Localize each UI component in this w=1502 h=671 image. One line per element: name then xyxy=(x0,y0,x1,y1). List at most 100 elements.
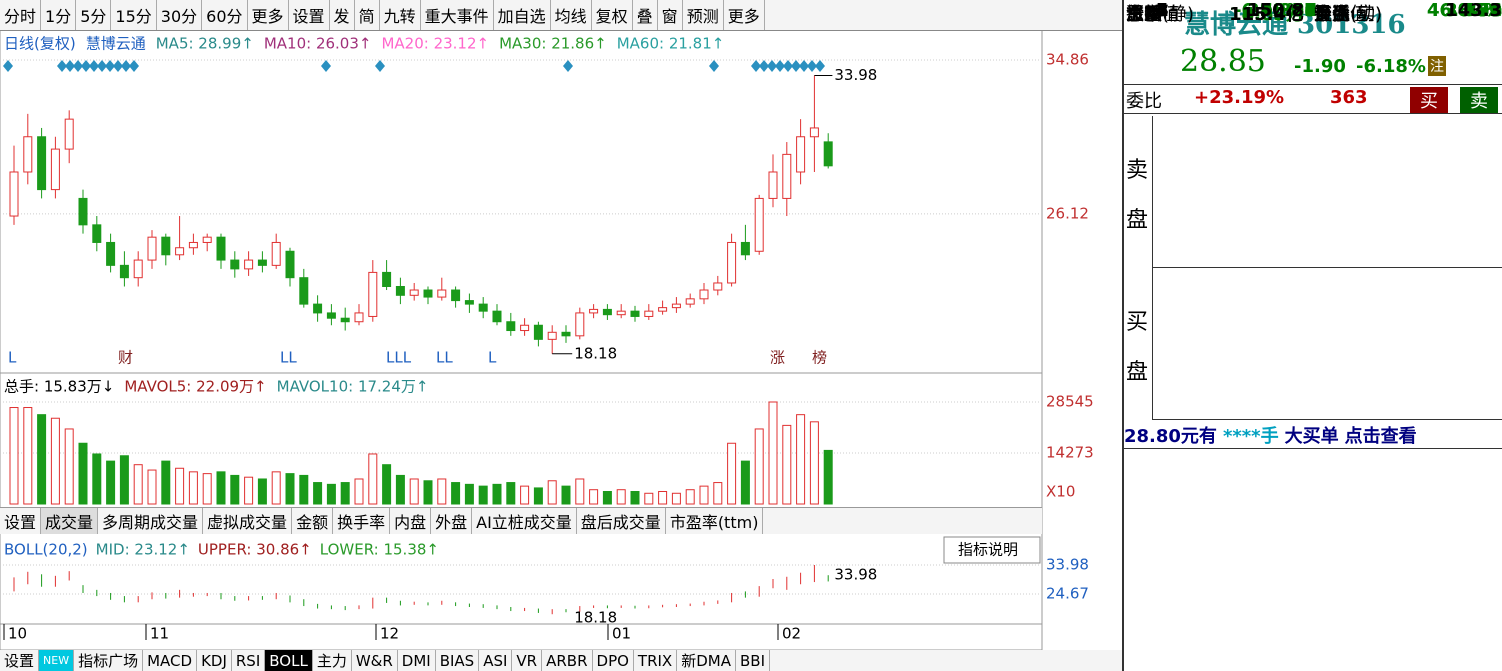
toolbar-button[interactable]: 简 xyxy=(355,0,380,30)
volume-tab[interactable]: 盘后成交量 xyxy=(577,508,666,534)
volume-tab[interactable]: 设置 xyxy=(0,508,42,534)
indicator-tab[interactable]: ASI xyxy=(479,650,513,671)
indicator-tab[interactable]: 设置 xyxy=(0,650,40,671)
toolbar-button[interactable]: 均线 xyxy=(551,0,592,30)
volume-tabs: 设置 成交量 多周期成交量 虚拟成交量 金额 换手率 内盘 外盘 AI立桩成交量 盘后成交量 市盈率… xyxy=(0,507,1042,534)
side-label: 买 xyxy=(1126,310,1149,335)
stat: 0.69 xyxy=(1457,0,1502,21)
toolbar-button[interactable]: 5分 xyxy=(76,0,112,30)
toolbar-button[interactable]: 60分 xyxy=(202,0,248,30)
candle-body xyxy=(271,241,281,266)
indicator-tab[interactable]: VR xyxy=(512,650,543,671)
toolbar-button[interactable]: 设置 xyxy=(289,0,330,30)
stat: 143.3 xyxy=(1445,0,1502,21)
volume-bar xyxy=(299,474,309,505)
big-order-item[interactable]: 点击查看 xyxy=(1344,426,1417,447)
stat: 46.02% xyxy=(1427,0,1502,21)
toolbar-button[interactable]: 更多 xyxy=(248,0,289,30)
volume-bar xyxy=(478,485,488,505)
toolbar-button[interactable]: 更多 xyxy=(724,0,765,30)
toolbar-button[interactable]: 复权 xyxy=(592,0,633,30)
legend-item: MA30: 21.86↑ xyxy=(499,35,607,53)
volume-bar xyxy=(823,449,833,505)
toolbar-button[interactable]: 叠 xyxy=(633,0,658,30)
indicator-tab[interactable]: BOLL xyxy=(265,650,313,671)
toolbar-button[interactable]: 九转 xyxy=(380,0,421,30)
month-label: 12 xyxy=(380,625,399,643)
change: -1.90 xyxy=(1294,56,1346,77)
toolbar-button[interactable]: 1分 xyxy=(41,0,77,30)
frame xyxy=(0,29,1043,651)
indicator-tab[interactable]: NEW xyxy=(39,650,75,671)
volume-tab[interactable]: 成交量 xyxy=(41,508,99,534)
price: 28.81 xyxy=(1260,0,1317,21)
indicator-tab[interactable]: DPO xyxy=(593,650,634,671)
indicator-tab[interactable]: MACD xyxy=(143,650,198,671)
signal-diamond xyxy=(65,60,75,72)
toolbar-button[interactable]: 分时 xyxy=(0,0,42,30)
volume-bar xyxy=(78,442,88,505)
volume-bar xyxy=(175,467,185,505)
volume-bar xyxy=(161,460,171,505)
candle-body xyxy=(589,308,599,314)
volume-bar xyxy=(561,485,571,505)
volume-tab[interactable]: 换手率 xyxy=(333,508,391,534)
big-order-item: 28.80元有 xyxy=(1124,426,1217,447)
toolbar-button[interactable]: 30分 xyxy=(157,0,203,30)
signal-diamond xyxy=(783,60,793,72)
candle-body xyxy=(64,118,74,150)
volume: 38 xyxy=(1476,0,1502,21)
candle-body xyxy=(257,259,267,266)
volume-tab[interactable]: 市盈率(ttm) xyxy=(666,508,764,534)
volume-bar xyxy=(188,471,198,505)
stock-name: 慧博云通 301316 xyxy=(1184,10,1406,40)
volume-tab[interactable]: AI立桩成交量 xyxy=(472,508,577,534)
sell-button[interactable]: 卖 xyxy=(1460,87,1498,113)
volume-tab[interactable]: 外盘 xyxy=(431,508,473,534)
toolbar-button[interactable]: 重大事件 xyxy=(421,0,494,30)
volume-bar xyxy=(575,478,585,505)
toolbar-button[interactable]: 15分 xyxy=(111,0,157,30)
volume-bar xyxy=(244,476,254,505)
candle-body xyxy=(9,171,19,217)
stat: 最新 xyxy=(1126,4,1162,25)
volume-bar xyxy=(216,471,226,505)
toolbar-button[interactable]: 加自选 xyxy=(494,0,551,30)
indicator-help-button[interactable]: 指标说明 xyxy=(958,541,1018,559)
indicator-tab[interactable]: RSI xyxy=(232,650,266,671)
toolbar-button[interactable]: 窗 xyxy=(658,0,683,30)
indicator-tab[interactable]: BBI xyxy=(736,650,770,671)
volume-tab[interactable]: 虚拟成交量 xyxy=(203,508,293,534)
volume-bar xyxy=(119,455,129,505)
candle-body xyxy=(368,271,378,317)
stat: 46.02% xyxy=(1427,0,1502,21)
diff: 363 xyxy=(1330,87,1368,108)
toolbar-button[interactable]: 发 xyxy=(330,0,355,30)
indicator-tab[interactable]: 主力 xyxy=(313,650,352,671)
volume-tab[interactable]: 金额 xyxy=(292,508,334,534)
indicator-tab[interactable]: KDJ xyxy=(197,650,232,671)
signal-diamond xyxy=(97,60,107,72)
indicator-tab[interactable]: BIAS xyxy=(436,650,480,671)
indicator-tab[interactable]: DMI xyxy=(398,650,436,671)
toolbar-button[interactable]: 预测 xyxy=(683,0,724,30)
candle-body xyxy=(216,236,226,261)
month-label: 10 xyxy=(8,625,27,643)
indicator-tab[interactable]: 指标广场 xyxy=(74,650,144,671)
indicator-tab[interactable]: W&R xyxy=(352,650,398,671)
candle-body xyxy=(50,148,60,191)
volume-tab[interactable]: 内盘 xyxy=(390,508,432,534)
volume: 399 xyxy=(1464,0,1502,21)
indicator-tab[interactable]: ARBR xyxy=(542,650,593,671)
buy-button[interactable]: 买 xyxy=(1410,87,1448,113)
signal-diamond xyxy=(751,60,761,72)
volume: 250 xyxy=(1464,0,1502,21)
candle-body xyxy=(161,236,171,256)
volume-bar xyxy=(50,417,60,505)
volume-tab[interactable]: 多周期成交量 xyxy=(98,508,204,534)
volume-bar xyxy=(616,489,626,505)
indicator-tab[interactable]: 新DMA xyxy=(677,650,736,671)
event-marker: L xyxy=(8,349,17,367)
indicator-tab[interactable]: TRIX xyxy=(634,650,678,671)
